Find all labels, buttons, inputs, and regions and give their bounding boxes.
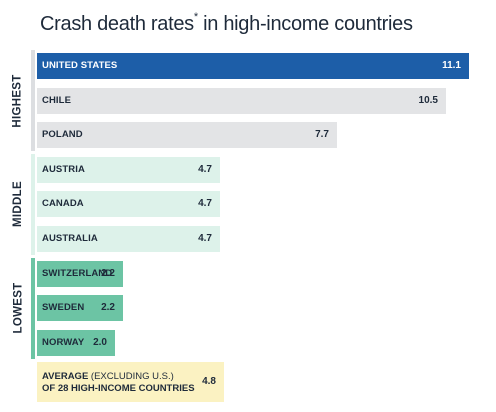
bar-label: AUSTRIA — [42, 163, 85, 175]
bar-value: 7.7 — [315, 129, 329, 141]
average-label: AVERAGE (EXCLUDING U.S.) OF 28 HIGH-INCO… — [42, 371, 195, 394]
bar-value: 4.7 — [198, 198, 212, 210]
group-label-highest: HIGHEST — [12, 73, 24, 128]
group-line-highest — [31, 50, 35, 152]
bar-value: 10.5 — [418, 94, 438, 106]
bar-value: 11.1 — [442, 60, 461, 71]
group-label-lowest: LOWEST — [12, 282, 24, 334]
bar-value: 2.2 — [101, 267, 115, 279]
chart-title: Crash death rates* in high-income countr… — [40, 11, 413, 35]
bar-label: CHILE — [42, 94, 71, 106]
bar-norway: NORWAY 2.0 — [37, 329, 115, 356]
bar-australia: AUSTRALIA 4.7 — [37, 226, 220, 252]
bar-switzerland: SWITZERLAND 2.2 — [37, 260, 123, 287]
bar-label: UNITED STATES — [42, 60, 118, 71]
bar-austria: AUSTRIA 4.7 — [37, 156, 220, 183]
bar-value: 4.7 — [198, 163, 212, 175]
bar-united-states: UNITED STATES 11.1 — [37, 53, 469, 79]
bar-label: CANADA — [42, 198, 84, 210]
group-label-middle: MIDDLE — [12, 181, 25, 228]
bar-poland: POLAND 7.7 — [37, 122, 337, 149]
bar-value: 2.0 — [93, 336, 107, 348]
title-footnote-marker: * — [193, 11, 198, 24]
bar-label: NORWAY — [42, 336, 85, 348]
average-bar: AVERAGE (EXCLUDING U.S.) OF 28 HIGH-INCO… — [37, 362, 224, 402]
bar-value: 4.7 — [198, 233, 212, 244]
bar-canada: CANADA 4.7 — [37, 191, 220, 218]
bar-value: 2.2 — [101, 302, 115, 314]
bar-label: SWEDEN — [42, 302, 85, 314]
average-value: 4.8 — [202, 376, 216, 387]
bar-label: AUSTRALIA — [42, 233, 98, 244]
bar-chile: CHILE 10.5 — [37, 87, 446, 114]
group-line-middle — [31, 153, 35, 255]
group-line-lowest — [31, 257, 35, 359]
bar-sweden: SWEDEN 2.2 — [37, 295, 123, 322]
bar-label: SWITZERLAND — [42, 267, 113, 279]
bar-label: POLAND — [42, 129, 83, 141]
